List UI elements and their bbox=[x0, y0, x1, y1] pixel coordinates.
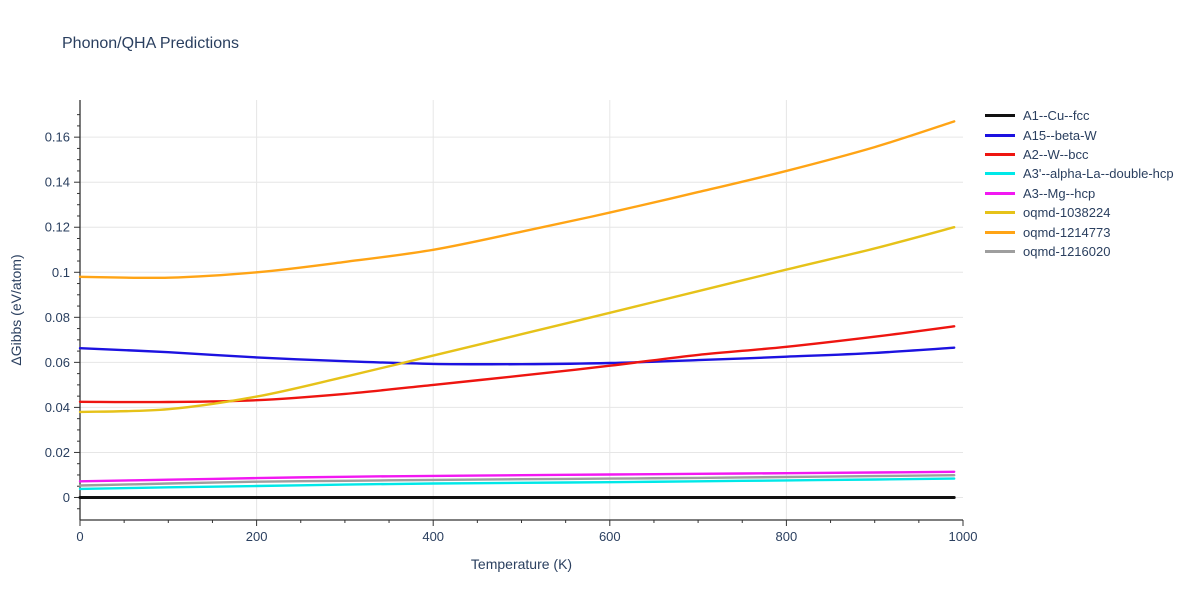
legend-line-swatch bbox=[985, 152, 1015, 156]
legend-item[interactable]: A3--Mg--hcp bbox=[985, 184, 1174, 203]
legend-line-swatch bbox=[985, 133, 1015, 137]
x-tick-label: 1000 bbox=[949, 529, 978, 544]
legend-item-label: A15--beta-W bbox=[1023, 127, 1097, 143]
y-tick-label: 0 bbox=[63, 490, 70, 505]
chart-title: Phonon/QHA Predictions bbox=[62, 35, 239, 52]
legend-item[interactable]: A2--W--bcc bbox=[985, 145, 1174, 164]
legend-line-swatch bbox=[985, 114, 1015, 118]
y-tick-label: 0.08 bbox=[45, 310, 70, 325]
series-line-oqmd-1214773[interactable] bbox=[78, 120, 956, 280]
y-tick-label: 0.16 bbox=[45, 130, 70, 145]
legend-item[interactable]: A1--Cu--fcc bbox=[985, 106, 1174, 125]
legend-line-swatch bbox=[985, 191, 1015, 195]
legend-line-swatch bbox=[985, 211, 1015, 215]
y-tick-label: 0.04 bbox=[45, 400, 70, 415]
legend-item[interactable]: oqmd-1038224 bbox=[985, 203, 1174, 222]
x-tick-label: 400 bbox=[422, 529, 444, 544]
legend-item[interactable]: oqmd-1214773 bbox=[985, 222, 1174, 241]
legend-line-swatch bbox=[985, 249, 1015, 253]
legend-line-swatch bbox=[985, 230, 1015, 234]
y-tick-label: 0.06 bbox=[45, 355, 70, 370]
series-line-oqmd-1038224[interactable] bbox=[78, 226, 956, 414]
legend-item[interactable]: oqmd-1216020 bbox=[985, 242, 1174, 261]
series-line-a15-beta-w[interactable] bbox=[78, 346, 956, 366]
x-tick-label: 600 bbox=[599, 529, 621, 544]
x-tick-label: 200 bbox=[246, 529, 268, 544]
y-tick-label: 0.12 bbox=[45, 220, 70, 235]
legend-item-label: A1--Cu--fcc bbox=[1023, 108, 1090, 124]
series-line-a3-mg-hcp[interactable] bbox=[78, 470, 956, 483]
legend-line-swatch bbox=[985, 172, 1015, 176]
series-line-oqmd-1216020[interactable] bbox=[78, 474, 956, 487]
legend-item[interactable]: A3'--alpha-La--double-hcp bbox=[985, 164, 1174, 183]
legend-item[interactable]: A15--beta-W bbox=[985, 125, 1174, 144]
y-tick-label: 0.02 bbox=[45, 445, 70, 460]
legend-item-label: oqmd-1038224 bbox=[1023, 205, 1111, 221]
legend-item-label: oqmd-1214773 bbox=[1023, 224, 1111, 240]
y-axis-label: ΔGibbs (eV/atom) bbox=[8, 254, 24, 366]
x-tick-label: 800 bbox=[776, 529, 798, 544]
legend-item-label: A3--Mg--hcp bbox=[1023, 185, 1096, 201]
legend-item-label: oqmd-1216020 bbox=[1023, 243, 1111, 259]
legend-item-label: A2--W--bcc bbox=[1023, 146, 1089, 162]
y-tick-label: 0.1 bbox=[52, 265, 70, 280]
series-line-a3-alpha-la-double-hcp[interactable] bbox=[78, 477, 956, 491]
y-tick-label: 0.14 bbox=[45, 175, 70, 190]
x-tick-label: 0 bbox=[76, 529, 83, 544]
legend: A1--Cu--fcc A15--beta-W A2--W--bcc A3'--alp… bbox=[985, 106, 1174, 261]
x-axis-label: Temperature (K) bbox=[470, 556, 573, 572]
legend-item-label: A3'--alpha-La--double-hcp bbox=[1023, 166, 1174, 182]
